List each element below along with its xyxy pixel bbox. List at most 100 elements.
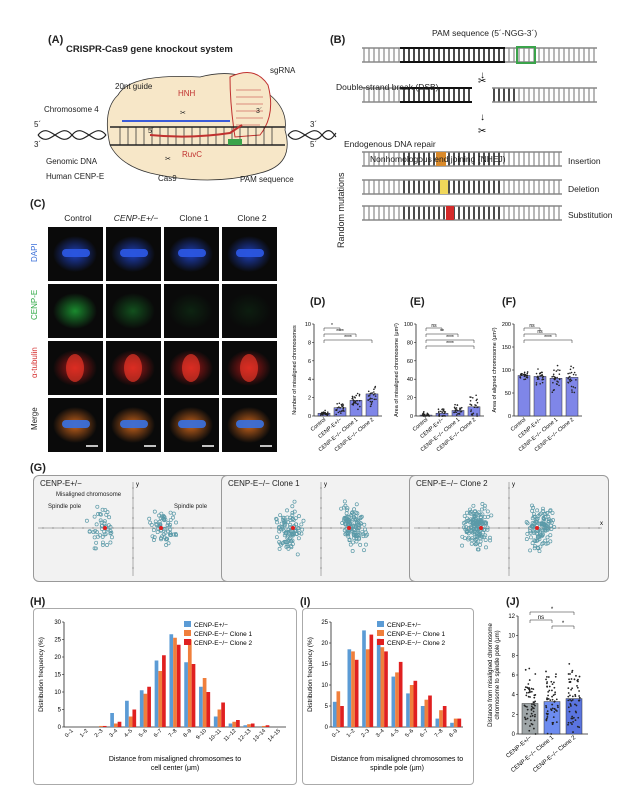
- j-dot-0-43: [528, 690, 531, 692]
- e-ytick-label-1: 20: [407, 396, 413, 402]
- f-dot-3-23: [570, 379, 573, 382]
- d-bar-3: [365, 393, 379, 417]
- scatter-2-point-256: [539, 521, 544, 526]
- e-dot-1-19: [443, 410, 446, 413]
- scatter-1-point-204: [274, 517, 279, 522]
- f-dot-3-24: [575, 374, 577, 376]
- outcome-insertion-strand: [362, 151, 562, 167]
- j-dot-0-58: [527, 683, 530, 685]
- row-label-dapi: DAPI: [30, 243, 39, 262]
- scatter-0-point-87: [168, 531, 173, 536]
- h-bar-2-11: [236, 720, 240, 727]
- d-dot-3-4: [369, 400, 372, 403]
- d-dot-3-25: [373, 398, 376, 401]
- f-dot-2-7: [557, 369, 559, 371]
- d-dot-0-19: [324, 409, 326, 412]
- label-5-left: 5´: [34, 120, 42, 129]
- i-bar-1-2: [365, 649, 370, 727]
- scatter-2-point-244: [475, 519, 480, 524]
- h-bar-1-13: [261, 725, 266, 727]
- j-dot-2-41: [571, 687, 574, 690]
- scatter-0-point-80: [159, 511, 164, 516]
- d-dot-1-18: [341, 403, 344, 405]
- i-bar-1-5: [409, 685, 414, 727]
- e-dot-3-19: [472, 412, 475, 415]
- e-sig-bracket-2: [425, 339, 475, 343]
- label-3-inner: 3´: [256, 108, 263, 115]
- scatter-0-point-74: [168, 510, 173, 515]
- label-sgrna: sgRNA: [270, 66, 296, 75]
- scatter-2-point-243: [469, 509, 473, 514]
- scatter-2-point-113: [482, 503, 487, 508]
- scatter-1-point-101: [290, 504, 295, 509]
- j-dot-2-4: [567, 706, 570, 709]
- f-ytick-label-4: 200: [502, 322, 511, 328]
- d-dot-1-15: [340, 403, 343, 406]
- scatter-2-point-236: [485, 527, 490, 532]
- h-bar-0-10: [213, 716, 218, 727]
- h-bar-0-11: [228, 723, 233, 727]
- scatter-1-point-84: [289, 545, 294, 550]
- label-3-left: 3´: [34, 140, 42, 149]
- e-sig-label-2: ****: [446, 335, 454, 341]
- label-random-mutations: Random mutations: [336, 172, 346, 248]
- i-xtick-label-1: 1–2: [346, 728, 357, 739]
- j-ytick-label-2: 4: [512, 693, 516, 699]
- i-xtick-label-4: 4–5: [390, 728, 401, 739]
- scatter-0-point-109: [168, 522, 172, 527]
- j-dot-0-8: [526, 717, 529, 720]
- i-bar-1-6: [424, 699, 429, 727]
- j-xtick-label-2: CENP-E−/− Clone 2: [532, 735, 577, 775]
- micrograph-tubulin-4: [222, 341, 277, 395]
- scatter-0-point-55: [154, 523, 159, 527]
- j-dot-2-51: [567, 723, 569, 726]
- scatter-2-point-245: [488, 535, 492, 540]
- scatter-1-point-0: [356, 528, 361, 533]
- f-dot-0-5: [526, 372, 529, 375]
- f-dot-1-24: [541, 378, 543, 381]
- f-dot-2-2: [558, 373, 561, 375]
- scatter-2-point-41: [488, 538, 493, 543]
- d-dot-2-13: [358, 400, 361, 402]
- j-dot-1-17: [546, 682, 548, 685]
- micrograph-merge-1: [48, 398, 103, 452]
- scatter-0-point-48: [153, 519, 158, 524]
- j-dot-2-54: [578, 695, 581, 697]
- scatter-0-point-30: [102, 519, 107, 524]
- e-dot-3-8: [476, 413, 478, 415]
- scatter-2-point-68: [473, 509, 477, 514]
- j-dot-1-22: [555, 673, 557, 675]
- h-legend-label-0: CENP-E+/−: [194, 622, 228, 629]
- j-dot-2-58: [568, 710, 571, 713]
- scatter-1-point-145: [281, 517, 286, 522]
- i-bar-2-1: [354, 659, 359, 727]
- e-dot-2-13: [454, 403, 456, 406]
- h-bar-0-5: [139, 690, 144, 727]
- row-label-tubulin: α-tubulin: [30, 347, 39, 378]
- j-dot-0-10: [526, 708, 529, 711]
- h-bar-1-11: [232, 721, 237, 727]
- label-20nt-guide: 20nt guide: [115, 82, 153, 91]
- f-dot-3-14: [567, 372, 569, 375]
- e-dot-1-20: [437, 411, 440, 414]
- f-dot-0-12: [526, 371, 529, 373]
- scatter-1-point-136: [360, 531, 365, 536]
- scatter-1-point-18: [292, 499, 297, 504]
- d-dot-0-18: [326, 411, 329, 413]
- scatter-0-point-103: [102, 529, 107, 534]
- j-dot-2-43: [572, 721, 575, 723]
- scatter-2-pole-left: [479, 526, 483, 530]
- f-dot-2-23: [552, 389, 555, 392]
- scatter-0-point-0: [100, 507, 105, 512]
- micrograph-dapi-2: [106, 227, 161, 281]
- histogram-h-frame: 0 5 10 15 20 25 30 Distribution frequency (%) 0–…: [33, 608, 297, 785]
- d-dot-3-15: [370, 403, 373, 406]
- micrograph-cenpe-4: [222, 284, 277, 338]
- panel-b-letter: (B): [330, 34, 346, 46]
- i-xlabel-line2: spindle pole (μm): [370, 765, 424, 772]
- h-bar-0-8: [184, 662, 188, 727]
- j-dot-1-42: [551, 698, 554, 701]
- scatter-1-point-168: [290, 513, 295, 518]
- j-dot-2-15: [575, 704, 578, 707]
- f-sig-bracket-0: [523, 327, 541, 331]
